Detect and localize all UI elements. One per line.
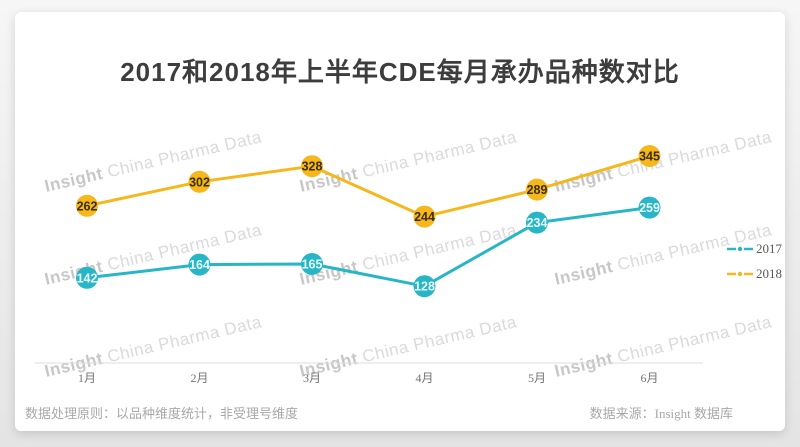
- data-point-label-2018-6月: 345: [639, 150, 660, 164]
- data-point-2017-3月: [301, 253, 323, 275]
- data-point-2018-2月: [188, 170, 211, 193]
- x-tick-label-2: 2月: [190, 371, 208, 385]
- data-point-2018-3月: [301, 155, 323, 178]
- series-line-2017: [85, 206, 651, 288]
- data-point-label-2017-5月: 234: [527, 216, 548, 230]
- data-point-2018-4月: [413, 205, 436, 228]
- data-point-label-2018-4月: 244: [414, 210, 435, 224]
- legend-marker-2017: [727, 246, 753, 252]
- data-point-label-2017-1月: 142: [77, 271, 98, 285]
- data-point-2018-5月: [526, 178, 548, 201]
- data-point-label-2017-3月: 165: [302, 258, 323, 272]
- legend-item-2017[interactable]: 2017: [727, 241, 782, 257]
- data-point-2017-5月: [526, 211, 548, 234]
- chart-legend: 2017 2018: [727, 241, 782, 282]
- data-point-2017-4月: [413, 275, 436, 298]
- data-point-label-2017-4月: 128: [414, 280, 435, 294]
- data-point-2017-6月: [638, 196, 661, 219]
- data-point-label-2018-2月: 302: [189, 175, 210, 189]
- data-point-label-2017-2月: 164: [189, 258, 210, 272]
- data-point-2018-1月: [76, 194, 98, 217]
- legend-item-2018[interactable]: 2018: [727, 266, 782, 282]
- chart-canvas: 1月 2月 3月 4月 5月 6月 142 164 165 128 234 259 262 302 328 2…: [35, 145, 703, 385]
- x-tick-label-3: 3月: [303, 371, 321, 385]
- x-tick-label-5: 5月: [528, 371, 546, 385]
- chart-card: Insight China Pharma Data Insight China P…: [15, 12, 785, 431]
- legend-marker-2018: [727, 271, 753, 277]
- legend-label-2017: 2017: [756, 241, 782, 256]
- footer-note-data-rule: 数据处理原则：以品种维度统计，非受理号维度: [25, 406, 299, 421]
- x-tick-label-6: 6月: [640, 371, 658, 385]
- data-point-label-2017-6月: 259: [639, 201, 660, 215]
- series-line-2018: [85, 154, 651, 219]
- legend-label-2018: 2018: [756, 266, 782, 281]
- chart-title: 2017和2018年上半年CDE每月承办品种数对比: [120, 57, 680, 87]
- x-tick-label-1: 1月: [78, 371, 96, 385]
- data-point-2018-6月: [638, 145, 661, 167]
- data-point-label-2018-1月: 262: [77, 199, 98, 213]
- data-point-label-2018-3月: 328: [302, 160, 323, 174]
- x-tick-label-4: 4月: [415, 371, 433, 385]
- footer-note-data-source: 数据来源：Insight 数据库: [589, 406, 733, 421]
- data-point-2017-1月: [76, 266, 98, 289]
- data-point-2017-2月: [188, 253, 211, 276]
- data-point-label-2018-5月: 289: [527, 183, 548, 197]
